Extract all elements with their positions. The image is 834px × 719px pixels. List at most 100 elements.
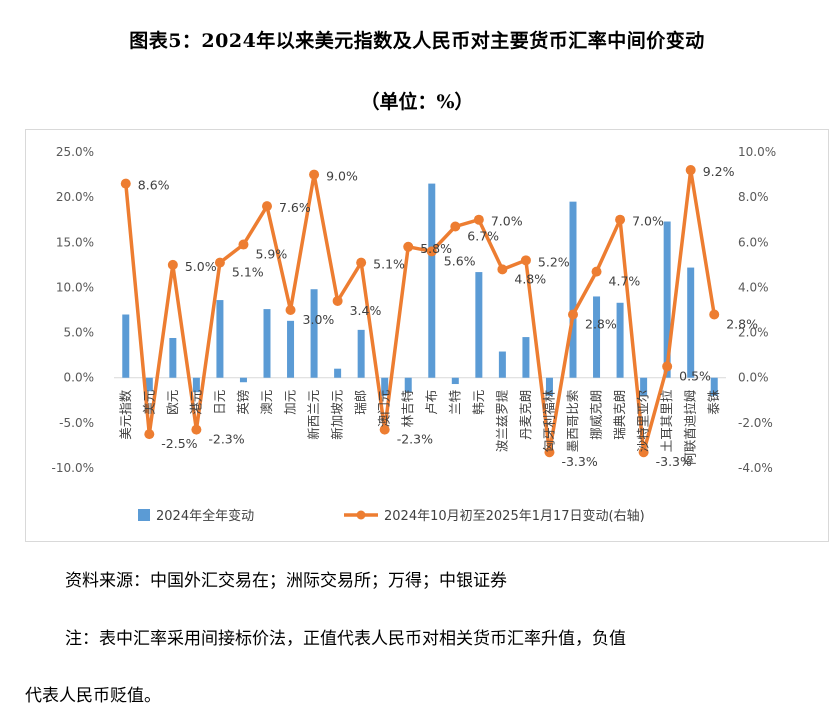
category-label-18: 丹麦克朗 (518, 390, 533, 440)
bar-22 (616, 302, 624, 378)
category-label-8: 加元 (283, 390, 298, 415)
bar-9 (310, 289, 318, 378)
data-label-26: 2.8% (726, 317, 758, 332)
right-tick-label: 10.0% (738, 145, 776, 159)
category-label-24: 土耳其里拉 (659, 389, 674, 452)
legend-line-label: 2024年10月初至2025年1月17日变动(右轴) (384, 508, 645, 524)
category-label-6: 英镑 (235, 390, 250, 415)
bar-17 (498, 351, 506, 378)
line-marker-16 (473, 214, 484, 225)
left-tick-label: 20.0% (56, 190, 94, 204)
line-marker-9 (309, 169, 320, 180)
data-label-15: 6.7% (467, 228, 499, 243)
category-label-10: 新加坡元 (330, 390, 345, 440)
category-label-3: 欧元 (165, 390, 180, 415)
right-tick-label: 0.0% (738, 371, 769, 385)
data-label-9: 9.0% (326, 169, 358, 184)
bar-24 (663, 221, 671, 378)
line-marker-26 (709, 309, 720, 320)
left-tick-label: 25.0% (56, 145, 94, 159)
data-label-11: 5.1% (373, 257, 405, 272)
bar-13 (404, 377, 412, 393)
left-tick-label: 0.0% (64, 371, 95, 385)
left-tick-label: -10.0% (52, 461, 94, 475)
bar-21 (593, 296, 601, 378)
line-marker-17 (497, 264, 508, 275)
left-tick-label: 10.0% (56, 280, 94, 294)
category-label-1: 美元指数 (118, 389, 133, 440)
bar-2 (145, 377, 153, 392)
bar-11 (357, 329, 365, 378)
source-note: 资料来源：中国外汇交易在；洲际交易所；万得；中银证券 (65, 571, 507, 591)
data-label-6: 5.9% (255, 247, 287, 262)
bar-8 (287, 320, 295, 378)
line-marker-12 (379, 424, 390, 435)
line-marker-25 (685, 165, 696, 176)
data-label-21: 4.7% (609, 274, 641, 289)
line-marker-11 (356, 257, 367, 268)
left-axis-ticks: 25.0% 20.0% 15.0% 10.0% 5.0% 0.0% -5.0% -10.0% (52, 145, 94, 475)
line-marker-14 (426, 246, 437, 257)
line-marker-21 (591, 266, 602, 277)
line-marker-19 (544, 447, 555, 458)
category-label-25: 阿联酋迪拉姆 (683, 389, 698, 465)
footnote-line-1: 注：表中汇率采用间接标价法，正值代表人民币对相关货币汇率升值，负值 (65, 629, 626, 649)
right-tick-label: 8.0% (738, 190, 769, 204)
data-label-10: 3.4% (350, 303, 382, 318)
left-tick-label: -5.0% (59, 416, 94, 430)
legend-bar-swatch (138, 509, 150, 521)
right-axis-ticks: 10.0% 8.0% 6.0% 4.0% 2.0% 0.0% -2.0% -4.0% (738, 145, 776, 475)
combo-chart: 25.0%20.0%15.0%10.0%5.0%0.0%-5.0%-10.0% … (52, 145, 777, 524)
category-label-23: 沙特里亚尔 (636, 390, 651, 453)
bar-12 (381, 377, 389, 396)
data-label-22: 7.0% (632, 214, 664, 229)
line-marker-6 (238, 239, 249, 250)
bar-10 (334, 368, 342, 378)
bar-6 (239, 377, 247, 383)
data-label-13: 5.8% (420, 241, 452, 256)
data-label-5: 5.1% (232, 265, 264, 280)
bar-25 (687, 267, 695, 378)
right-tick-label: -4.0% (738, 461, 773, 475)
data-label-17: 4.8% (514, 271, 546, 286)
data-label-19: -3.3% (561, 454, 597, 469)
data-label-12: -2.3% (397, 432, 433, 447)
right-tick-label: 2.0% (738, 326, 769, 340)
line-marker-7 (262, 201, 272, 212)
line-marker-22 (615, 214, 626, 225)
right-tick-label: -2.0% (738, 416, 773, 430)
bar-16 (475, 272, 483, 378)
figure-title: 图表5：2024年以来美元指数及人民币对主要货币汇率中间价变动 (129, 30, 705, 52)
line-marker-10 (332, 295, 343, 306)
left-tick-label: 5.0% (64, 326, 95, 340)
bar-1 (122, 314, 130, 378)
category-label-19: 匈牙利福林 (541, 389, 556, 452)
bar-7 (263, 309, 271, 378)
category-label-21: 挪威克朗 (589, 390, 604, 440)
category-label-4: 港元 (188, 390, 203, 415)
category-label-26: 泰铢 (706, 389, 721, 415)
category-label-2: 美元 (141, 390, 156, 415)
category-label-12: 澳门元 (377, 390, 392, 428)
bar-14 (428, 183, 436, 378)
category-label-14: 卢布 (424, 390, 439, 415)
data-label-4: -2.3% (208, 432, 244, 447)
data-label-1: 8.6% (138, 178, 170, 193)
data-label-7: 7.6% (279, 200, 311, 215)
chart-area: 25.0% 20.0% 15.0% 10.0% 5.0% 0.0% -5.0% -10.0% … (25, 129, 829, 542)
line-marker-24 (662, 361, 673, 372)
bar-4 (192, 377, 200, 393)
data-label-3: 5.0% (185, 259, 217, 274)
data-label-14: 5.6% (444, 253, 476, 268)
line-marker-13 (403, 241, 414, 252)
bar-18 (522, 337, 530, 378)
legend: 2024年全年变动 2024年10月初至2025年1月17日变动(右轴) (138, 508, 645, 524)
line-marker-20 (568, 309, 578, 320)
legend-bar-label: 2024年全年变动 (156, 508, 254, 524)
right-tick-label: 6.0% (738, 235, 769, 249)
bar-15 (451, 377, 459, 385)
category-label-22: 瑞典克朗 (612, 390, 627, 440)
line-data-labels: 8.6% -2.5% 5.0% -2.3% 5.1% 5.9% 7.6% 3.0% 9.0% 3.… (138, 164, 758, 469)
bar-series (122, 183, 718, 396)
right-tick-label: 4.0% (738, 280, 769, 294)
